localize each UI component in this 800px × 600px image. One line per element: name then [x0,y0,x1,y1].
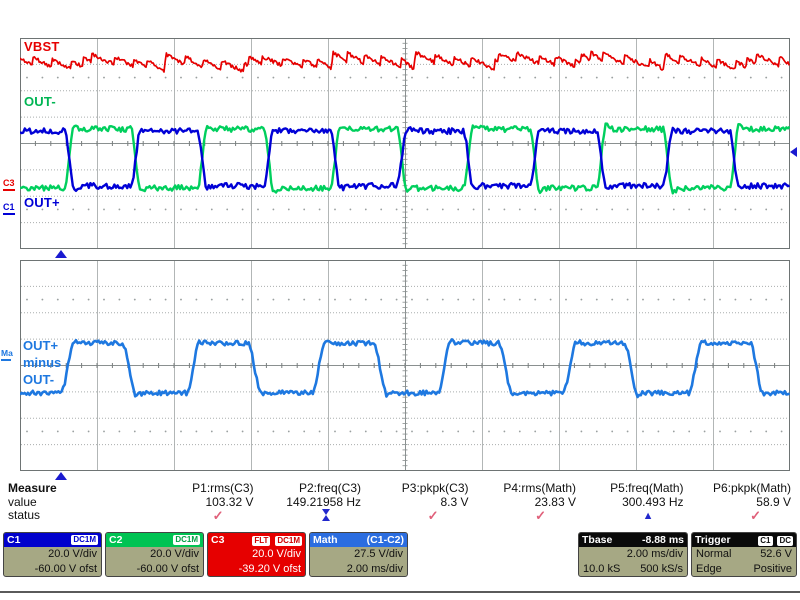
trigger-time-marker-top[interactable] [55,250,67,258]
measure-col-p5[interactable]: P5:freq(Math) 300.493 Hz ▲ [580,481,688,523]
measure-value-p4: 23.83 V [534,494,576,509]
channel-box-c3[interactable]: C3 FLT DC1M 20.0 V/div -39.20 V ofst [207,532,306,577]
c2-title: C2 [109,534,123,546]
c2-volts-per-div: 20.0 V/div [150,548,199,560]
measure-value-p5: 300.493 Hz [622,494,684,509]
math-label-line3: OUT- [23,372,55,387]
math-label-line1: OUT+ [23,338,59,353]
trigger-coupling-badge: DC [777,536,793,546]
timebase-delay: -8.88 ms [641,534,684,546]
c2-offset: -60.00 V ofst [136,563,199,575]
c1-coupling-badge: DC1M [71,535,98,545]
measure-table: P1:rms(C3) 103.32 V ✓ P2:freq(C3) 149.21958 … [150,481,796,523]
measure-value-row-label: value [8,494,37,509]
measure-label-p6: P6:pkpk(Math) [712,481,791,495]
channel-box-c2[interactable]: C2 DC1M 20.0 V/div -60.00 V ofst [105,532,204,577]
math-expression: (C1-C2) [366,534,404,546]
trigger-box[interactable]: Trigger C1 DC Normal 52.6 V Edge Positiv… [691,532,797,577]
math-volts-per-div: 27.5 V/div [354,548,403,560]
timebase-title: Tbase [582,534,613,546]
c3-filter-badge: FLT [252,536,271,546]
c1-offset: -60.00 V ofst [34,563,97,575]
measure-label-p3: P3:pkpk(C3) [401,481,469,495]
status-check-icon: ✓ [535,508,546,523]
status-check-icon: ✓ [750,508,761,523]
channel-zero-marker-math[interactable] [1,359,11,361]
trigger-title: Trigger [695,534,731,546]
channel-zero-marker-c3[interactable] [3,189,15,191]
trigger-level-marker[interactable] [790,147,797,157]
trigger-source-badge: C1 [758,536,773,546]
trace-label-out-minus: OUT- [24,94,56,109]
waveform-grid-top [20,38,790,249]
math-title: Math [313,534,338,546]
c2-coupling-badge: DC1M [173,535,200,545]
trigger-mode: Normal [696,548,732,560]
trigger-slope: Positive [753,563,792,575]
c3-title: C3 [211,534,225,546]
measure-value-p6: 58.9 V [756,494,791,509]
c1-title: C1 [7,534,21,546]
measure-status-p4: ✓ [473,509,581,523]
trace-label-math: OUT+ minus OUT- [23,337,61,388]
measure-title: Measure [8,481,57,495]
trace-label-out-plus: OUT+ [24,195,60,210]
measure-col-p3[interactable]: P3:pkpk(C3) 8.3 V ✓ [365,481,473,523]
channel-marker-math: Ma [1,348,13,358]
measure-status-p5: ▲ [580,509,688,523]
measure-value-p1: 103.32 V [205,494,254,509]
timebase-per-div: 2.00 ms/div [626,548,683,560]
channel-box-c1[interactable]: C1 DC1M 20.0 V/div -60.00 V ofst [3,532,102,577]
trigger-level: 52.6 V [760,548,792,560]
trigger-type: Edge [696,563,722,575]
measure-label-p4: P4:rms(Math) [503,481,576,495]
measure-label-p5: P5:freq(Math) [610,481,684,495]
c3-offset: -39.20 V ofst [238,563,301,575]
measure-status-p3: ✓ [365,509,473,523]
trigger-time-marker-bottom[interactable] [55,472,67,480]
timebase-rate: 500 kS/s [640,563,683,575]
c3-coupling-badge: DC1M [275,536,302,546]
math-box[interactable]: Math (C1-C2) 27.5 V/div 2.00 ms/div [309,532,408,577]
status-warning-icon: ▲ [642,510,654,522]
timebase-samples: 10.0 kS [583,563,621,575]
channel-marker-c3: C3 [3,178,15,188]
measure-col-p4[interactable]: P4:rms(Math) 23.83 V ✓ [473,481,581,523]
status-check-icon: ✓ [212,508,224,523]
measure-value-p2: 149.21958 Hz [286,494,361,509]
screen-bottom-divider [0,591,800,593]
measure-row-headers: Measure value status [8,481,57,523]
measure-col-p6[interactable]: P6:pkpk(Math) 58.9 V ✓ [688,481,796,523]
math-label-line2: minus [23,355,62,370]
waveform-grid-bottom [20,260,790,471]
measure-status-p2 [258,509,366,523]
trace-label-vbst: VBST [24,39,60,54]
measure-col-p1[interactable]: P1:rms(C3) 103.32 V ✓ [150,481,258,523]
measure-status-p1: ✓ [150,509,258,523]
measure-status-row-label: status [8,508,41,522]
status-hourglass-icon [322,509,331,521]
channel-marker-c1: C1 [3,202,15,212]
c3-volts-per-div: 20.0 V/div [252,548,301,560]
measure-label-p1: P1:rms(C3) [192,481,254,495]
timebase-box[interactable]: Tbase -8.88 ms 2.00 ms/div 10.0 kS 500 k… [578,532,688,577]
measure-label-p2: P2:freq(C3) [298,481,361,495]
channel-zero-marker-c1[interactable] [3,213,15,215]
measure-status-p6: ✓ [688,509,796,523]
c1-volts-per-div: 20.0 V/div [48,548,97,560]
status-check-icon: ✓ [427,508,439,523]
math-time-per-div: 2.00 ms/div [346,563,403,575]
measure-col-p2[interactable]: P2:freq(C3) 149.21958 Hz [258,481,366,523]
measure-value-p3: 8.3 V [440,494,469,509]
